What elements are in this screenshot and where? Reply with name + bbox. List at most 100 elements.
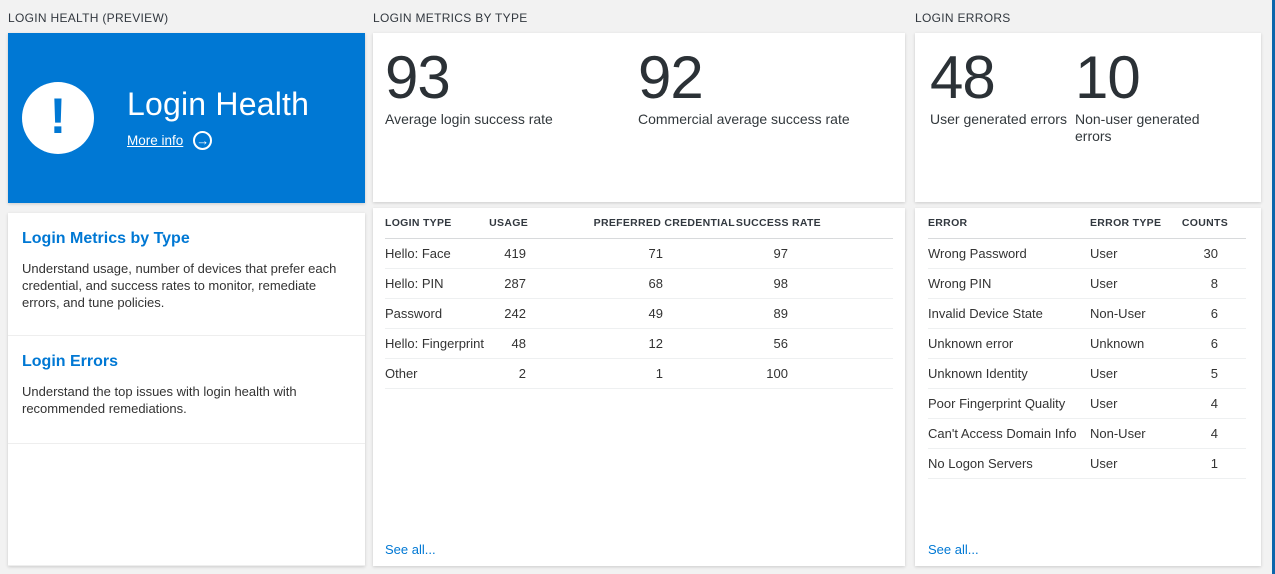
see-all-link-errors[interactable]: See all...	[928, 542, 979, 557]
stat-value: 10	[1075, 44, 1141, 111]
table-cell: 100	[735, 358, 893, 389]
tile-title: Login Health	[127, 86, 310, 122]
table-cell: 98	[735, 268, 893, 299]
table-cell: Unknown error	[928, 328, 1090, 359]
stat-value: 92	[638, 44, 704, 111]
table-row: Wrong PIN User 8	[928, 268, 1246, 299]
table-row: Hello: Face 419 71 97	[385, 238, 893, 269]
login-metrics-stats-card: 93 Average login success rate 92 Commerc…	[373, 33, 905, 202]
report-nav-list: Login Metrics by Type Understand usage, …	[8, 213, 365, 566]
table-cell: 71	[528, 238, 735, 269]
panel-header-login-errors: LOGIN ERRORS	[915, 11, 1011, 25]
table-cell: 8	[1156, 268, 1246, 299]
table-cell: Unknown	[1090, 328, 1156, 359]
table-cell: Invalid Device State	[928, 298, 1090, 329]
table-cell: User	[1090, 358, 1156, 389]
table-cell: 1	[528, 358, 735, 389]
table-cell: 68	[528, 268, 735, 299]
table-cell: 419	[468, 238, 528, 269]
table-row: Invalid Device State Non-User 6	[928, 298, 1246, 329]
more-info-link[interactable]: More info	[127, 133, 184, 148]
arrow-right-circle-icon[interactable]: →	[193, 131, 213, 150]
column-header: USAGE	[468, 208, 528, 239]
table-header-row: LOGIN TYPE USAGE PREFERRED CREDENTIAL SUCCE…	[385, 208, 893, 239]
alert-icon-glyph: !	[49, 88, 67, 144]
table-cell: No Logon Servers	[928, 448, 1090, 479]
login-metrics-table-card: LOGIN TYPE USAGE PREFERRED CREDENTIAL SUCCE…	[373, 208, 905, 566]
table-cell: 4	[1156, 418, 1246, 449]
stat-average-login-success-rate: 93 Average login success rate	[385, 44, 638, 202]
column-header: LOGIN TYPE	[385, 208, 468, 239]
stat-label: Commercial average success rate	[638, 111, 850, 127]
table-row: Unknown error Unknown 6	[928, 328, 1246, 359]
table-cell: 49	[528, 298, 735, 329]
nav-item-title: Login Errors	[22, 353, 119, 370]
table-cell: Password	[385, 298, 468, 329]
column-header: ERROR	[928, 208, 1090, 239]
login-metrics-table: LOGIN TYPE USAGE PREFERRED CREDENTIAL SUCCE…	[385, 208, 893, 389]
stat-non-user-generated-errors: 10 Non-user generated errors	[1075, 44, 1220, 202]
table-cell: Unknown Identity	[928, 358, 1090, 389]
table-header-row: ERROR ERROR TYPE COUNTS	[928, 208, 1246, 239]
stat-value: 48	[930, 44, 996, 111]
tile-text: Login Health More info →	[127, 86, 309, 150]
table-cell: User	[1090, 238, 1156, 269]
table-cell: 1	[1156, 448, 1246, 479]
panel-header-login-health: LOGIN HEALTH (PREVIEW)	[8, 11, 169, 25]
table-cell: Wrong Password	[928, 238, 1090, 269]
table-row: Wrong Password User 30	[928, 238, 1246, 269]
table-cell: 56	[735, 328, 893, 359]
table-cell: 97	[735, 238, 893, 269]
panel-login-errors: LOGIN ERRORS 48 User generated errors 10…	[915, 0, 1261, 574]
table-row: Password 242 49 89	[385, 298, 893, 329]
stat-label: Average login success rate	[385, 111, 553, 127]
table-cell: 12	[528, 328, 735, 359]
nav-item-login-metrics-by-type[interactable]: Login Metrics by Type Understand usage, …	[8, 213, 365, 336]
table-row: No Logon Servers User 1	[928, 448, 1246, 479]
table-row: Other 2 1 100	[385, 358, 893, 389]
table-row: Hello: PIN 287 68 98	[385, 268, 893, 299]
table-row: Poor Fingerprint Quality User 4	[928, 388, 1246, 419]
table-row: Unknown Identity User 5	[928, 358, 1246, 389]
blade-edge-divider	[1272, 0, 1275, 574]
nav-item-title: Login Metrics by Type	[22, 230, 190, 247]
stat-value: 93	[385, 44, 451, 111]
table-cell: Hello: Fingerprint	[385, 328, 484, 359]
stat-user-generated-errors: 48 User generated errors	[930, 44, 1075, 202]
table-cell: Hello: PIN	[385, 268, 468, 299]
stat-label: Non-user generated errors	[1075, 111, 1200, 144]
table-cell: 30	[1156, 238, 1246, 269]
more-info-row: More info →	[127, 131, 309, 150]
table-cell: 5	[1156, 358, 1246, 389]
table-cell: Other	[385, 358, 468, 389]
see-all-link-metrics[interactable]: See all...	[385, 542, 436, 557]
login-errors-table-card: ERROR ERROR TYPE COUNTS Wrong Password User 3…	[915, 208, 1261, 566]
table-cell: 287	[468, 268, 528, 299]
table-cell: User	[1090, 448, 1156, 479]
table-cell: Hello: Face	[385, 238, 468, 269]
nav-item-login-errors[interactable]: Login Errors Understand the top issues w…	[8, 336, 365, 444]
alert-icon: !	[22, 82, 94, 154]
table-cell: User	[1090, 268, 1156, 299]
table-cell: Wrong PIN	[928, 268, 1090, 299]
table-cell: Can't Access Domain Info	[928, 418, 1090, 449]
table-cell: 6	[1156, 298, 1246, 329]
table-cell: Non-User	[1090, 418, 1156, 449]
stat-label: User generated errors	[930, 111, 1067, 127]
column-header: SUCCESS RATE	[735, 208, 893, 239]
column-header: PREFERRED CREDENTIAL	[528, 208, 735, 239]
login-errors-stats-card: 48 User generated errors 10 Non-user gen…	[915, 33, 1261, 202]
panel-login-metrics-by-type: LOGIN METRICS BY TYPE 93 Average login s…	[373, 0, 905, 574]
table-cell: Poor Fingerprint Quality	[928, 388, 1090, 419]
nav-item-description: Understand the top issues with login hea…	[22, 384, 297, 416]
table-cell: 48	[468, 328, 528, 359]
login-health-tile[interactable]: ! Login Health More info →	[8, 33, 365, 203]
column-header: COUNTS	[1156, 208, 1246, 239]
nav-item-description: Understand usage, number of devices that…	[22, 261, 337, 310]
table-row: Hello: Fingerprint 48 12 56	[385, 328, 893, 359]
column-header: ERROR TYPE	[1090, 208, 1161, 239]
table-row: Can't Access Domain Info Non-User 4	[928, 418, 1246, 449]
table-cell: 6	[1156, 328, 1246, 359]
panel-header-login-metrics: LOGIN METRICS BY TYPE	[373, 11, 528, 25]
